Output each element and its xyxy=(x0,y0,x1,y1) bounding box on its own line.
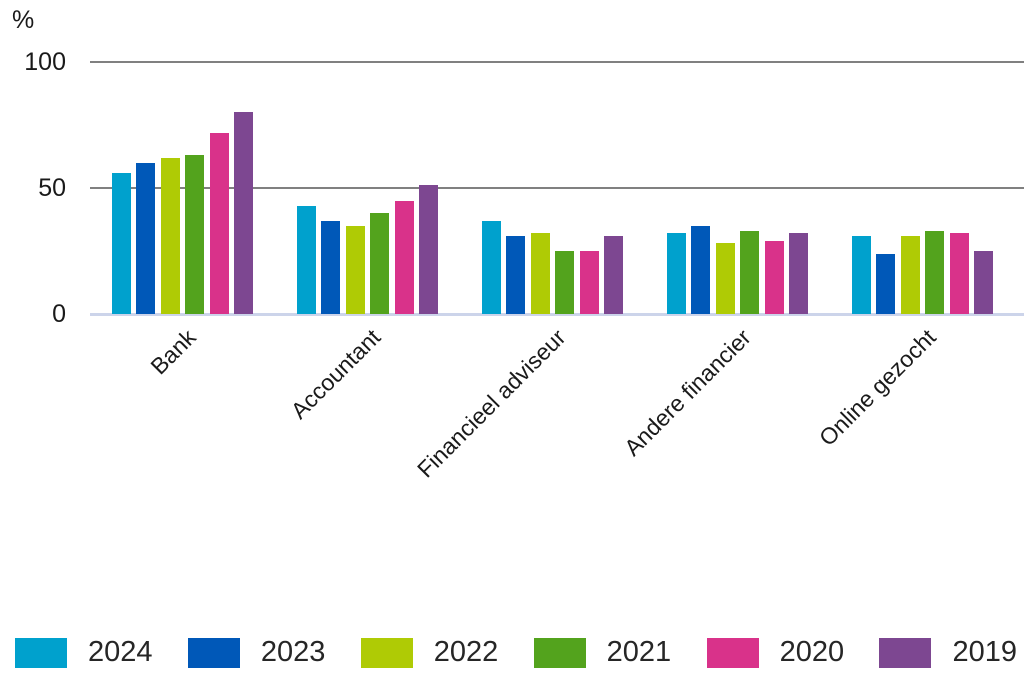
legend-swatch-2023 xyxy=(187,637,240,668)
bar-2024-bank xyxy=(112,172,131,314)
bar-2021-andere-financier xyxy=(740,230,760,314)
category-label-anchor: Online gezocht xyxy=(769,324,941,451)
legend-item-2023: 2023 xyxy=(187,636,326,669)
legend-item-2019: 2019 xyxy=(879,636,1017,669)
bar-2022-financieel-adviseur xyxy=(530,233,550,314)
legend-item-2024: 2024 xyxy=(15,636,153,669)
y-tick-label-0: 0 xyxy=(52,300,66,328)
legend-label-2024: 2024 xyxy=(88,636,153,668)
bar-2021-online-gezocht xyxy=(925,230,945,314)
legend-swatch-2019 xyxy=(879,637,932,668)
legend-swatch-2020 xyxy=(706,637,759,668)
bar-2020-online-gezocht xyxy=(949,233,969,314)
category-label-anchor: Accountant xyxy=(252,324,386,424)
bar-2020-financieel-adviseur xyxy=(579,251,599,314)
bar-2024-financieel-adviseur xyxy=(482,220,501,314)
bar-2024-accountant xyxy=(297,205,316,314)
y-tick-label-100: 100 xyxy=(24,48,66,76)
legend-item-2021: 2021 xyxy=(533,636,672,669)
bar-2023-bank xyxy=(136,162,156,314)
legend: 2024 2023 2022 2021 2020 2019 xyxy=(15,636,1017,669)
legend-label-2020: 2020 xyxy=(779,636,845,668)
bar-2021-financieel-adviseur xyxy=(555,251,575,314)
legend-label-2022: 2022 xyxy=(433,636,499,668)
bar-2020-accountant xyxy=(394,200,414,314)
bar-2019-andere-financier xyxy=(789,233,808,314)
bar-2022-bank xyxy=(160,157,180,314)
category-label-anchor: Bank xyxy=(130,324,200,379)
legend-swatch-2024 xyxy=(15,637,67,668)
category-label-financieel-adviseur: Financieel adviseur xyxy=(412,324,571,483)
legend-item-2020: 2020 xyxy=(706,636,845,669)
bar-2021-accountant xyxy=(370,213,390,314)
bar-2024-andere-financier xyxy=(667,233,686,314)
category-label-anchor: Andere financier xyxy=(570,324,756,461)
category-label-anchor: Financieel adviseur xyxy=(354,324,571,483)
bar-2019-accountant xyxy=(419,185,438,314)
legend-label-2021: 2021 xyxy=(606,636,672,668)
category-label-online-gezocht: Online gezocht xyxy=(814,324,941,451)
bar-2022-accountant xyxy=(345,225,365,314)
bar-2019-financieel-adviseur xyxy=(604,235,623,314)
y-tick-label-50: 50 xyxy=(38,174,66,202)
bar-2023-online-gezocht xyxy=(876,253,896,314)
bar-2021-bank xyxy=(185,155,205,314)
y-gridline-100 xyxy=(90,61,1024,63)
category-label-andere-financier: Andere financier xyxy=(619,324,756,461)
legend-swatch-2022 xyxy=(360,637,413,668)
legend-swatch-2021 xyxy=(533,637,586,668)
bar-2023-accountant xyxy=(321,220,341,314)
bar-2023-financieel-adviseur xyxy=(506,235,526,314)
bar-2020-andere-financier xyxy=(764,240,784,314)
y-axis-unit-label: % xyxy=(12,6,35,34)
category-label-bank: Bank xyxy=(145,324,201,380)
legend-label-2023: 2023 xyxy=(260,636,326,668)
bar-2019-online-gezocht xyxy=(974,251,993,314)
y-gridline-50 xyxy=(90,187,1024,189)
x-axis-baseline xyxy=(90,313,1024,316)
bar-2019-bank xyxy=(234,112,253,314)
legend-item-2022: 2022 xyxy=(360,636,499,669)
legend-label-2019: 2019 xyxy=(952,636,1017,668)
bar-2024-online-gezocht xyxy=(852,235,871,314)
bar-2020-bank xyxy=(209,132,229,314)
bar-2022-online-gezocht xyxy=(900,235,920,314)
bar-2023-andere-financier xyxy=(691,225,711,314)
bar-2022-andere-financier xyxy=(715,243,735,314)
